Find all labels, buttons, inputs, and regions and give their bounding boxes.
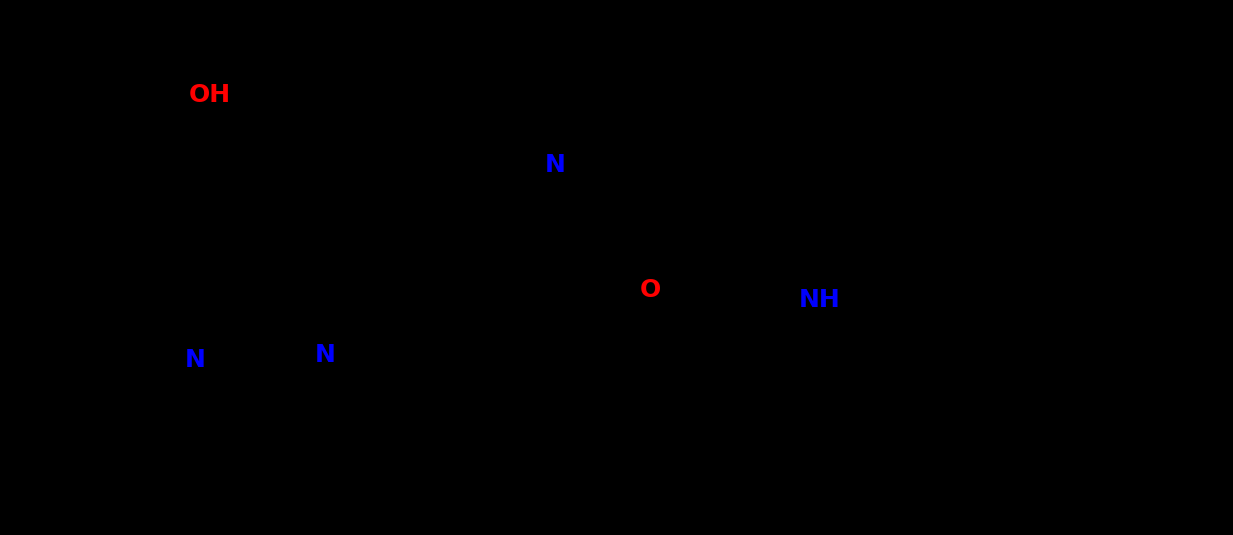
Text: N: N (545, 153, 566, 177)
Text: OH: OH (189, 83, 231, 107)
Text: N: N (185, 348, 206, 372)
Text: N: N (314, 343, 335, 367)
Text: NH: NH (799, 288, 841, 312)
Text: O: O (640, 278, 661, 302)
